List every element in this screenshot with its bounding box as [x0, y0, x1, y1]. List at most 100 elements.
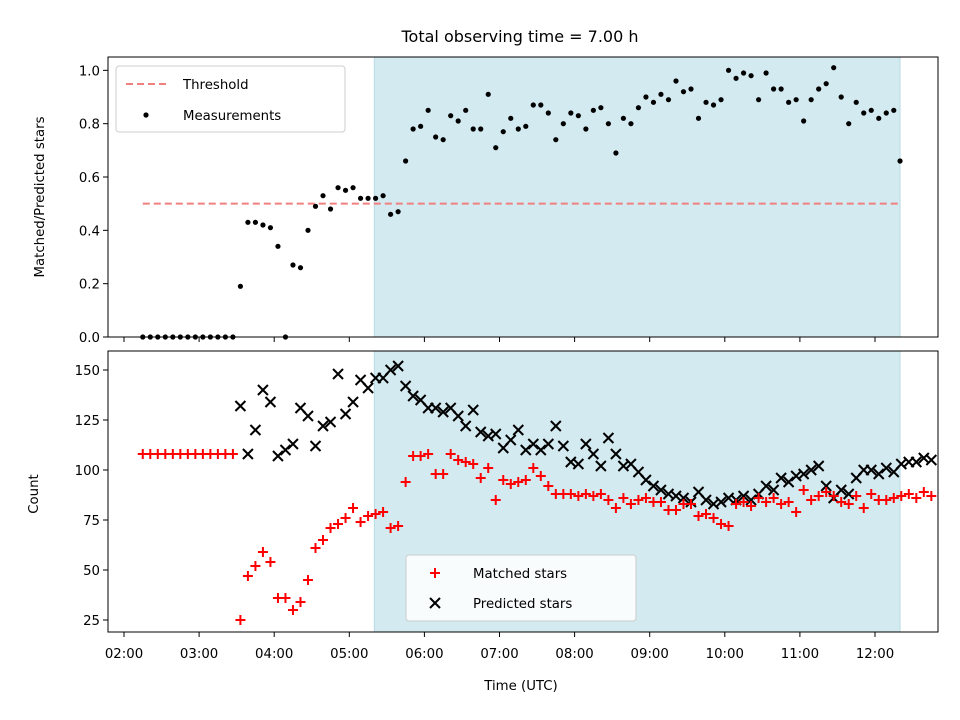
matched-star-point: [580, 489, 591, 499]
matched-star-point: [295, 597, 306, 607]
predicted-star-point: [527, 438, 540, 450]
measurement-point: [725, 67, 732, 73]
predicted-star-point: [880, 462, 892, 474]
matched-star-point: [445, 449, 456, 459]
bottom-panel: 25 50 75 100 125 150 02:00 03:00 04:00 05:00 06:00…: [75, 350, 939, 662]
matched-star-point: [565, 489, 576, 499]
matched-star-point: [821, 487, 832, 497]
measurement-point: [755, 97, 762, 103]
measurement-point: [560, 121, 566, 127]
bottom-x-tick-label: 06:00: [405, 647, 443, 662]
measurement-point: [508, 115, 514, 121]
predicted-star-point: [595, 460, 607, 472]
measurement-point: [380, 193, 386, 199]
measurement-point: [853, 99, 859, 105]
measurement-point: [237, 283, 244, 289]
matched-star-point: [903, 489, 914, 499]
measurement-point: [342, 187, 349, 193]
predicted-star-point: [249, 424, 262, 436]
matched-star-point: [851, 491, 862, 501]
top-y-axis-label: Matched/Predicted stars: [33, 116, 48, 277]
measurement-point: [410, 126, 416, 132]
measurement-point: [635, 105, 642, 111]
predicted-star-point: [272, 450, 284, 462]
measurement-point: [665, 97, 672, 103]
chart-title: Total observing time = 7.00 h: [400, 27, 638, 46]
measurement-point: [515, 126, 521, 132]
matched-star-point: [926, 491, 937, 501]
measurement-point: [245, 219, 251, 225]
bottom-x-tick-label: 08:00: [555, 647, 593, 662]
matched-star-point: [888, 493, 899, 503]
matched-star-point: [340, 513, 351, 523]
matched-star-point: [866, 489, 877, 499]
matched-star-point: [573, 491, 584, 501]
predicted-star-point: [760, 480, 772, 492]
predicted-star-point: [362, 382, 374, 394]
predicted-star-point: [782, 476, 795, 488]
matched-star-point: [911, 493, 922, 503]
predicted-star-point: [580, 438, 592, 450]
predicted-star-point: [865, 464, 877, 476]
predicted-star-point: [429, 402, 442, 414]
matched-star-point: [438, 469, 449, 479]
top-y-tick-label: 0.4: [79, 224, 100, 239]
predicted-star-point: [843, 488, 855, 500]
bottom-x-tick-label: 09:00: [631, 647, 669, 662]
matched-star-point: [783, 497, 794, 507]
measurement-point: [786, 99, 792, 105]
predicted-star-point: [775, 472, 787, 484]
matched-star-point: [325, 523, 336, 533]
matched-star-point: [415, 451, 426, 461]
bottom-x-tick-label: 10:00: [706, 647, 744, 662]
measurement-point: [395, 209, 401, 215]
measurement-point: [297, 265, 304, 271]
matched-star-point: [385, 523, 396, 533]
matched-star-point: [250, 561, 261, 571]
predicted-star-point: [234, 400, 247, 412]
predicted-star-point: [535, 444, 547, 456]
predicted-star-point: [347, 396, 359, 408]
matched-star-point: [588, 491, 599, 501]
matched-star-point: [543, 481, 554, 491]
bottom-x-tick-label: 05:00: [330, 647, 368, 662]
top-legend-box: [115, 65, 346, 133]
measurement-point: [478, 126, 484, 132]
predicted-star-point: [467, 404, 479, 416]
predicted-star-point: [407, 390, 419, 402]
matched-star-point: [302, 575, 313, 585]
matched-star-point: [333, 519, 344, 529]
matched-star-point: [655, 497, 666, 507]
measurement-point: [485, 91, 491, 97]
predicted-star-point: [715, 496, 727, 508]
measurement-point: [357, 195, 364, 201]
measurement-point: [327, 206, 334, 212]
measurement-point: [598, 105, 604, 111]
measurement-point: [801, 118, 807, 124]
predicted-star-point: [399, 380, 412, 392]
matched-star-point: [460, 457, 471, 467]
predicted-star-point: [520, 444, 532, 456]
measurement-point: [778, 86, 784, 92]
predicted-star-point: [324, 416, 337, 428]
predicted-star-point: [257, 384, 269, 396]
matched-star-point: [633, 495, 644, 505]
matched-star-point: [378, 507, 389, 517]
matched-star-point: [498, 475, 509, 485]
predicted-star-point: [550, 420, 562, 432]
predicted-star-point: [512, 424, 524, 436]
measurements-legend-label: Measurements: [183, 109, 281, 124]
measurement-point: [312, 203, 319, 209]
predicted-star-point: [655, 484, 667, 496]
measurement-point: [425, 107, 431, 113]
matched-star-point: [686, 499, 697, 509]
top-y-tick-label: 0.2: [79, 278, 100, 293]
measurement-point: [365, 195, 371, 201]
measurement-point: [470, 126, 476, 132]
matched-star-point: [475, 473, 486, 483]
matched-star-point: [753, 493, 764, 503]
measurement-point: [831, 65, 837, 71]
predicted-star-point: [302, 410, 314, 422]
predicted-star-point: [490, 428, 502, 440]
matched-star-point: [280, 593, 291, 603]
